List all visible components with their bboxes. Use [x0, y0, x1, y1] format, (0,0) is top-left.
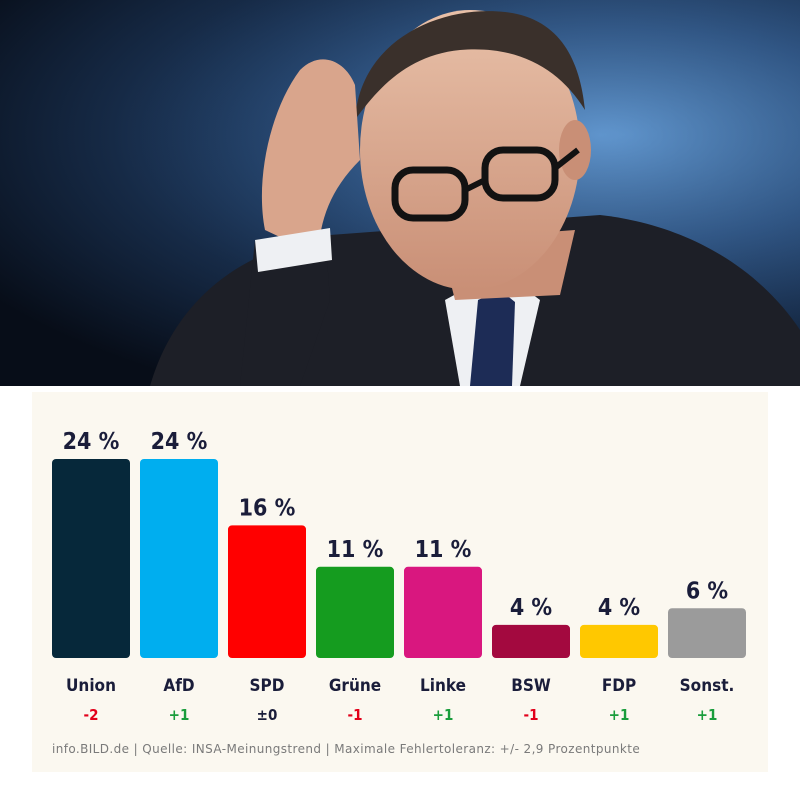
bar-value-label: 4 % [598, 595, 641, 621]
category-label: AfD [163, 676, 194, 696]
category-label: Linke [420, 676, 466, 696]
change-label: +1 [609, 706, 630, 724]
change-label: -1 [348, 706, 363, 724]
bar-value-label: 24 % [151, 429, 208, 455]
source-caption: info.BILD.de | Quelle: INSA-Meinungstren… [52, 742, 641, 756]
bar-sonst [668, 608, 746, 658]
change-label: ±0 [257, 706, 278, 724]
poll-bar-chart: 24 % Union -2 24 % AfD +1 16 % SPD ±0 11 % Grüne -1… [52, 429, 746, 724]
bar-spd [228, 525, 306, 658]
bar-value-label: 11 % [327, 537, 384, 563]
bar-value-label: 24 % [63, 429, 120, 455]
bar-fdp [580, 624, 658, 658]
category-label: BSW [511, 676, 551, 696]
bar-union [52, 459, 130, 658]
change-label: +1 [697, 706, 718, 724]
poll-chart-panel: 24 % Union -2 24 % AfD +1 16 % SPD ±0 11 % Grüne -1… [32, 392, 768, 772]
change-label: -2 [84, 706, 99, 724]
category-label: SPD [250, 676, 285, 696]
bar-value-label: 16 % [239, 495, 296, 521]
bar-grne [316, 566, 394, 658]
change-label: +1 [169, 706, 190, 724]
change-label: -1 [524, 706, 539, 724]
politician-photo-icon [0, 0, 800, 386]
bar-linke [404, 566, 482, 658]
bar-value-label: 4 % [510, 595, 553, 621]
bar-value-label: 11 % [415, 537, 472, 563]
category-label: Grüne [329, 676, 381, 696]
category-label: Union [66, 676, 116, 696]
news-photo [0, 0, 800, 386]
bar-afd [140, 459, 218, 658]
change-label: +1 [433, 706, 454, 724]
bar-bsw [492, 624, 570, 658]
category-label: FDP [602, 676, 636, 696]
category-label: Sonst. [680, 676, 735, 696]
bar-value-label: 6 % [686, 578, 729, 604]
